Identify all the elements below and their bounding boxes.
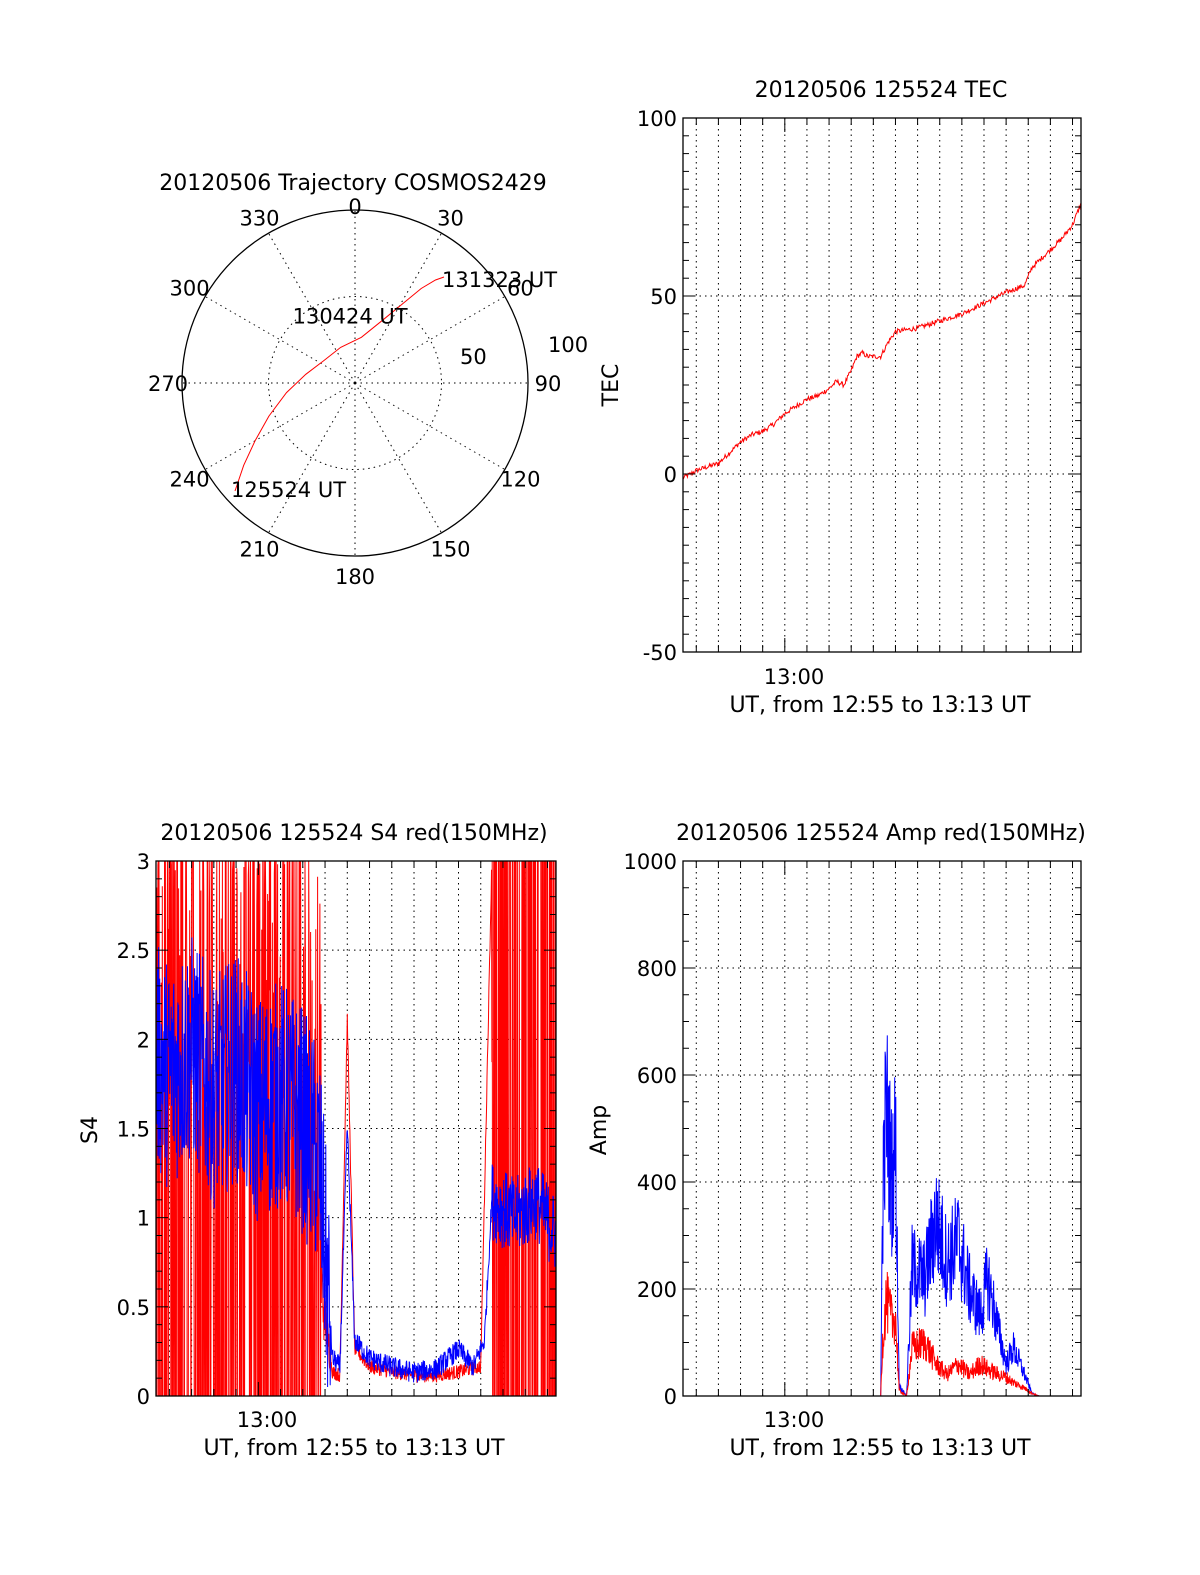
- amp-y-tick-label: 800: [637, 957, 677, 981]
- polar-trajectory: [234, 276, 445, 492]
- amp-title: 20120506 125524 Amp red(150MHz): [676, 821, 1086, 846]
- s4-x-tick-label: 13:00: [237, 1408, 298, 1432]
- polar-outer-ring: [181, 209, 529, 557]
- polar-ring-label-100: 100: [548, 333, 588, 357]
- amp-series-red: [683, 1271, 1081, 1396]
- s4-series-blue: [156, 937, 556, 1388]
- tec-series: [683, 203, 1081, 480]
- tec-ticks: -50 0 50 100: [637, 107, 1081, 665]
- s4-y-tick-label: 3: [137, 850, 150, 874]
- polar-start-time-label: 125524 UT: [231, 478, 346, 502]
- polar-azimuth-labels: 0 30 60 90 120 150 180 210 240 270 300 330: [148, 195, 561, 589]
- polar-spoke: [354, 382, 506, 470]
- polar-spoke: [354, 382, 442, 534]
- tec-x-tick-label: 13:00: [764, 665, 825, 689]
- s4-y-tick-label: 0: [137, 1385, 150, 1409]
- amp-series-blue: [683, 1035, 1081, 1396]
- amp-plot: 20120506 125524 Amp red(150MHz) 0 200 400 6…: [587, 821, 1086, 1461]
- tec-y-tick-label: -50: [643, 641, 677, 665]
- s4-y-tick-label: 0.5: [117, 1296, 150, 1320]
- amp-y-tick-label: 200: [637, 1278, 677, 1302]
- tec-grid: [683, 118, 1081, 652]
- tec-plot: 20120506 125524 TEC -50 0 50 100 13:00 UT, …: [599, 78, 1082, 718]
- polar-azimuth-label: 60: [507, 277, 534, 301]
- tec-frame: [682, 117, 1082, 653]
- amp-ticks: 0 200 400 600 800 1000: [624, 850, 1081, 1409]
- polar-ring-label-50: 50: [460, 345, 487, 369]
- polar-spoke: [204, 296, 356, 384]
- polar-end-time-label: 131323 UT: [442, 268, 557, 292]
- tec-series-red: [683, 203, 1081, 480]
- amp-y-label: Amp: [587, 1105, 612, 1155]
- polar-spoke: [268, 382, 356, 534]
- polar-spoke: [354, 232, 442, 384]
- polar-azimuth-label: 330: [239, 207, 279, 231]
- s4-plot: 20120506 125524 S4 red(150MHz) 0 0.5 1 1.5 2…: [78, 821, 557, 1461]
- s4-title: 20120506 125524 S4 red(150MHz): [160, 821, 547, 846]
- amp-y-tick-label: 1000: [624, 850, 677, 874]
- amp-y-tick-label: 0: [664, 1385, 677, 1409]
- polar-azimuth-label: 240: [170, 468, 210, 492]
- polar-spoke: [204, 382, 356, 470]
- tec-x-label: UT, from 12:55 to 13:13 UT: [729, 693, 1031, 718]
- tec-y-tick-label: 50: [650, 285, 677, 309]
- s4-y-tick-label: 2.5: [117, 939, 150, 963]
- polar-azimuth-label: 120: [500, 468, 540, 492]
- s4-y-label: S4: [78, 1116, 103, 1144]
- amp-frame: [682, 860, 1082, 1397]
- polar-azimuth-label: 180: [335, 565, 375, 589]
- tec-title: 20120506 125524 TEC: [755, 78, 1008, 103]
- s4-y-tick-label: 1.5: [117, 1118, 150, 1142]
- amp-series: [683, 1035, 1081, 1396]
- polar-spoke: [268, 232, 356, 384]
- s4-y-tick-label: 1: [137, 1207, 150, 1231]
- s4-ticks: 0 0.5 1 1.5 2 2.5 3: [117, 850, 556, 1409]
- amp-y-tick-label: 400: [637, 1171, 677, 1195]
- tec-y-tick-label: 0: [664, 463, 677, 487]
- polar-title: 20120506 Trajectory COSMOS2429: [159, 171, 546, 196]
- s4-series-red: [156, 861, 556, 1396]
- amp-y-tick-label: 600: [637, 1064, 677, 1088]
- polar-spoke: [354, 296, 506, 384]
- tec-y-tick-label: 100: [637, 107, 677, 131]
- polar-azimuth-label: 90: [535, 372, 562, 396]
- s4-x-label: UT, from 12:55 to 13:13 UT: [203, 1436, 505, 1461]
- polar-azimuth-label: 210: [239, 537, 279, 561]
- polar-azimuth-label: 0: [348, 195, 361, 219]
- amp-grid: [683, 861, 1081, 1396]
- tec-y-label: TEC: [599, 364, 624, 408]
- polar-mid-time-label: 130424 UT: [293, 304, 408, 328]
- polar-azimuth-label: 150: [430, 537, 470, 561]
- s4-series: [156, 861, 556, 1396]
- polar-grid: [182, 210, 528, 556]
- amp-x-label: UT, from 12:55 to 13:13 UT: [729, 1436, 1031, 1461]
- polar-plot: 20120506 Trajectory COSMOS2429 0 30 60 90 12…: [148, 171, 588, 589]
- amp-x-tick-label: 13:00: [764, 1408, 825, 1432]
- polar-azimuth-label: 270: [148, 372, 188, 396]
- s4-y-tick-label: 2: [137, 1028, 150, 1052]
- polar-inner-ring: [268, 296, 442, 470]
- polar-azimuth-label: 30: [437, 207, 464, 231]
- polar-azimuth-label: 300: [170, 277, 210, 301]
